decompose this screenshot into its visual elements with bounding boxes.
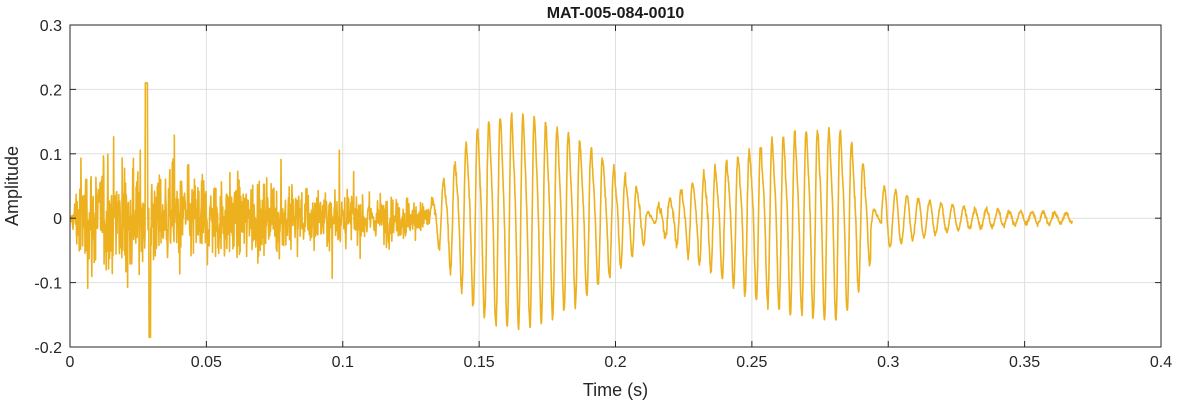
- x-tick-label: 0.15: [464, 354, 495, 371]
- y-tick-label: -0.1: [34, 276, 62, 293]
- x-axis-label: Time (s): [583, 380, 648, 400]
- plot-area: [70, 82, 1074, 339]
- waveform-series-line: [70, 82, 1074, 339]
- chart-title: MAT-005-084-0010: [547, 5, 685, 22]
- x-tick-label: 0.1: [332, 354, 354, 371]
- y-tick-label: 0.3: [40, 18, 62, 35]
- x-tick-label: 0.35: [1009, 354, 1040, 371]
- x-tick-label: 0.05: [191, 354, 222, 371]
- y-tick-label: 0: [53, 211, 62, 228]
- x-tick-label: 0.3: [877, 354, 899, 371]
- x-tick-label: 0.4: [1150, 354, 1172, 371]
- y-axis-label: Amplitude: [2, 146, 22, 226]
- x-tick-label: 0.25: [736, 354, 767, 371]
- x-tick-label: 0.2: [604, 354, 626, 371]
- ticks: 0 0.05 0.1 0.15 0.2 0.25 0.3 0.35 0.4 -0.2 -0.1 0 0.…: [34, 18, 1172, 371]
- y-tick-label: 0.1: [40, 147, 62, 164]
- x-tick-label: 0: [66, 354, 75, 371]
- y-tick-label: -0.2: [34, 340, 62, 357]
- y-tick-label: 0.2: [40, 82, 62, 99]
